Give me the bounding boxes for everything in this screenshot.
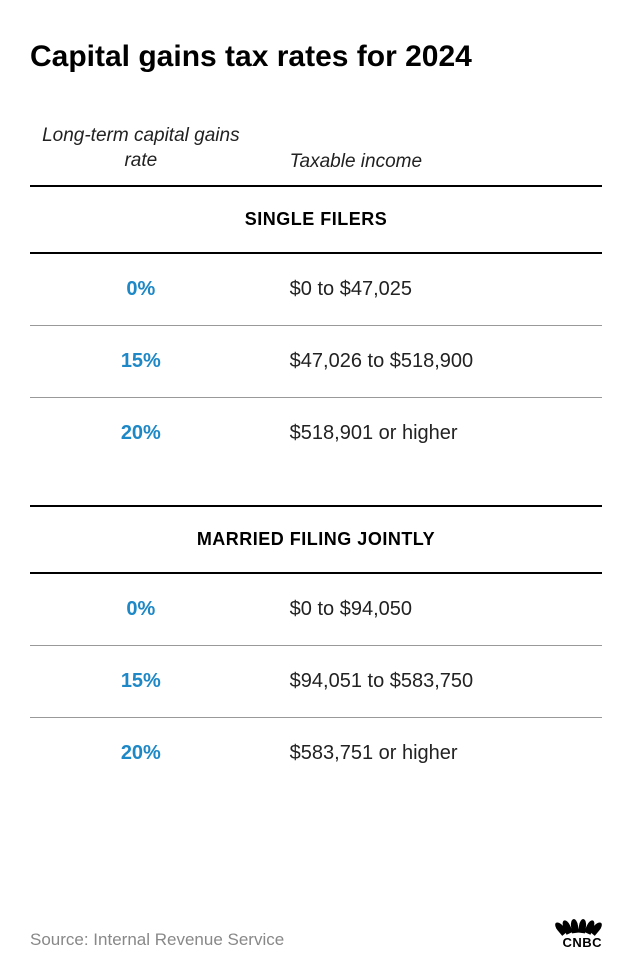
rate-value: 15% (30, 350, 282, 373)
cnbc-logo: CNBC (555, 919, 602, 950)
rate-header: Long-term capital gains rate (30, 124, 282, 173)
income-value: $47,026 to $518,900 (282, 350, 602, 373)
chart-title: Capital gains tax rates for 2024 (30, 40, 602, 74)
rate-value: 20% (30, 742, 282, 765)
table-row: 0% $0 to $94,050 (30, 574, 602, 645)
income-value: $0 to $94,050 (282, 598, 602, 621)
peacock-icon (555, 919, 602, 933)
rate-value: 0% (30, 598, 282, 621)
section-header-single: SINGLE FILERS (30, 187, 602, 252)
income-value: $0 to $47,025 (282, 278, 602, 301)
income-value: $583,751 or higher (282, 742, 602, 765)
table-row: 0% $0 to $47,025 (30, 254, 602, 325)
section-gap (30, 469, 602, 505)
footer: Source: Internal Revenue Service CNBC (30, 919, 602, 950)
logo-text: CNBC (562, 935, 602, 950)
income-header: Taxable income (282, 124, 602, 173)
rate-value: 20% (30, 422, 282, 445)
income-value: $518,901 or higher (282, 422, 602, 445)
income-value: $94,051 to $583,750 (282, 670, 602, 693)
section-header-married: MARRIED FILING JOINTLY (30, 507, 602, 572)
rate-value: 0% (30, 278, 282, 301)
column-headers: Long-term capital gains rate Taxable inc… (30, 124, 602, 173)
source-text: Source: Internal Revenue Service (30, 930, 284, 950)
table-row: 15% $47,026 to $518,900 (30, 326, 602, 397)
table-row: 15% $94,051 to $583,750 (30, 646, 602, 717)
table-row: 20% $518,901 or higher (30, 398, 602, 469)
table-row: 20% $583,751 or higher (30, 718, 602, 789)
rate-value: 15% (30, 670, 282, 693)
